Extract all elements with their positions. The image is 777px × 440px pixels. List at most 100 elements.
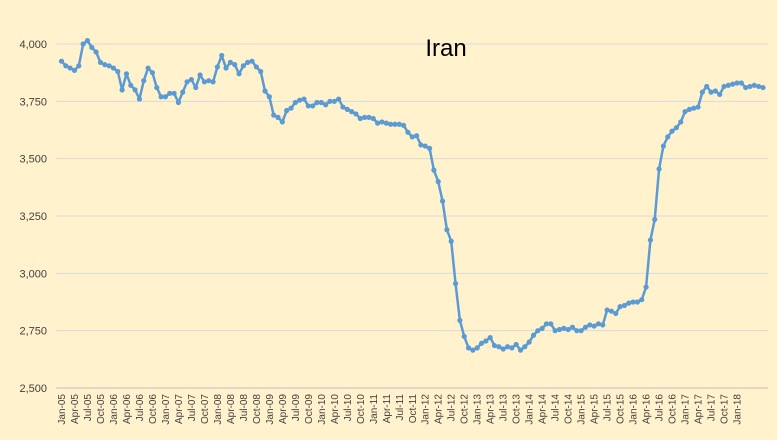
x-tick-label: Jul-13 bbox=[499, 394, 510, 422]
data-point bbox=[725, 82, 731, 88]
data-point bbox=[426, 145, 433, 151]
data-point bbox=[478, 340, 485, 346]
data-point bbox=[223, 65, 229, 71]
data-point bbox=[556, 326, 563, 333]
data-point bbox=[262, 88, 268, 94]
x-tick-label: Jul-11 bbox=[395, 394, 406, 421]
data-point bbox=[188, 76, 195, 83]
data-point bbox=[617, 303, 623, 310]
data-point bbox=[448, 238, 454, 244]
data-point bbox=[444, 227, 450, 233]
series-line bbox=[60, 39, 764, 352]
data-point bbox=[717, 91, 723, 98]
data-point bbox=[413, 133, 420, 139]
data-point bbox=[63, 63, 69, 69]
data-point bbox=[574, 328, 580, 334]
data-point bbox=[210, 79, 216, 85]
data-point bbox=[712, 88, 718, 94]
data-point bbox=[418, 142, 424, 148]
data-point bbox=[76, 63, 82, 69]
data-point bbox=[474, 345, 480, 351]
data-point bbox=[344, 106, 350, 112]
y-axis: 2,500 2,750 3,000 3,250 3,500 3,750 4,000 bbox=[19, 39, 47, 395]
data-point bbox=[128, 82, 134, 88]
data-point bbox=[132, 87, 138, 93]
x-tick-label: Oct-14 bbox=[564, 394, 575, 424]
data-point bbox=[249, 58, 255, 64]
data-point bbox=[704, 83, 710, 90]
data-point bbox=[699, 89, 705, 95]
x-tick-label: Apr-09 bbox=[278, 394, 289, 424]
data-point bbox=[422, 143, 428, 149]
data-point bbox=[366, 114, 372, 120]
x-tick-label: Jul-06 bbox=[135, 394, 146, 422]
data-point bbox=[106, 63, 112, 69]
data-point bbox=[318, 99, 324, 106]
data-point bbox=[457, 317, 463, 323]
data-point bbox=[608, 308, 615, 314]
y-tick-label: 2,750 bbox=[19, 326, 47, 338]
data-point bbox=[470, 347, 476, 353]
data-point bbox=[500, 346, 506, 352]
data-point bbox=[110, 65, 117, 71]
data-point bbox=[327, 98, 333, 104]
data-point bbox=[691, 105, 697, 111]
data-point bbox=[708, 89, 714, 95]
x-tick-label: Jan-14 bbox=[525, 394, 536, 425]
data-point bbox=[271, 112, 277, 118]
data-point bbox=[465, 345, 472, 351]
data-point bbox=[491, 342, 498, 349]
data-point bbox=[349, 109, 355, 115]
data-point bbox=[245, 59, 251, 65]
data-point bbox=[89, 44, 95, 51]
data-point bbox=[591, 323, 597, 329]
data-point bbox=[643, 284, 649, 290]
data-point bbox=[379, 119, 385, 125]
x-tick-label: Oct-06 bbox=[148, 394, 159, 424]
data-point bbox=[310, 103, 316, 109]
data-point bbox=[461, 333, 467, 339]
x-tick-label: Jul-08 bbox=[239, 394, 250, 422]
data-point bbox=[353, 111, 359, 117]
x-tick-label: Oct-17 bbox=[720, 394, 731, 424]
x-tick-label: Apr-13 bbox=[486, 394, 497, 424]
x-tick-label: Jul-10 bbox=[343, 394, 354, 422]
data-point bbox=[604, 307, 610, 313]
x-tick-label: Apr-06 bbox=[122, 394, 133, 424]
y-tick-label: 2,500 bbox=[19, 383, 47, 395]
data-point bbox=[171, 90, 177, 96]
data-point bbox=[80, 41, 86, 47]
data-point bbox=[522, 344, 528, 350]
data-point bbox=[409, 134, 415, 140]
x-tick-label: Apr-14 bbox=[538, 394, 549, 424]
x-tick-label: Jan-10 bbox=[317, 394, 328, 425]
x-tick-label: Jan-09 bbox=[265, 394, 276, 425]
x-tick-label: Oct-12 bbox=[460, 394, 471, 424]
data-point bbox=[396, 121, 402, 127]
x-tick-label: Jul-15 bbox=[603, 394, 614, 422]
x-tick-label: Jan-13 bbox=[473, 394, 484, 425]
y-tick-label: 3,750 bbox=[19, 96, 47, 108]
data-point bbox=[652, 216, 658, 223]
data-point bbox=[535, 328, 541, 334]
data-point bbox=[331, 98, 337, 104]
x-tick-label: Jul-07 bbox=[187, 394, 198, 422]
x-tick-label: Oct-11 bbox=[408, 394, 419, 424]
data-point bbox=[119, 87, 125, 93]
data-point bbox=[158, 94, 164, 100]
data-point bbox=[162, 94, 169, 100]
chart-title: Iran bbox=[425, 35, 466, 62]
data-point bbox=[738, 80, 744, 86]
x-tick-label: Jul-14 bbox=[551, 394, 562, 422]
data-point bbox=[517, 347, 524, 353]
x-tick-label: Jan-11 bbox=[369, 394, 380, 424]
data-point bbox=[266, 94, 272, 100]
data-point bbox=[548, 321, 554, 327]
x-tick-label: Apr-11 bbox=[382, 394, 393, 424]
data-point bbox=[400, 122, 407, 129]
data-point bbox=[370, 115, 376, 122]
data-point bbox=[240, 63, 246, 69]
x-tick-label: Apr-05 bbox=[70, 394, 81, 424]
